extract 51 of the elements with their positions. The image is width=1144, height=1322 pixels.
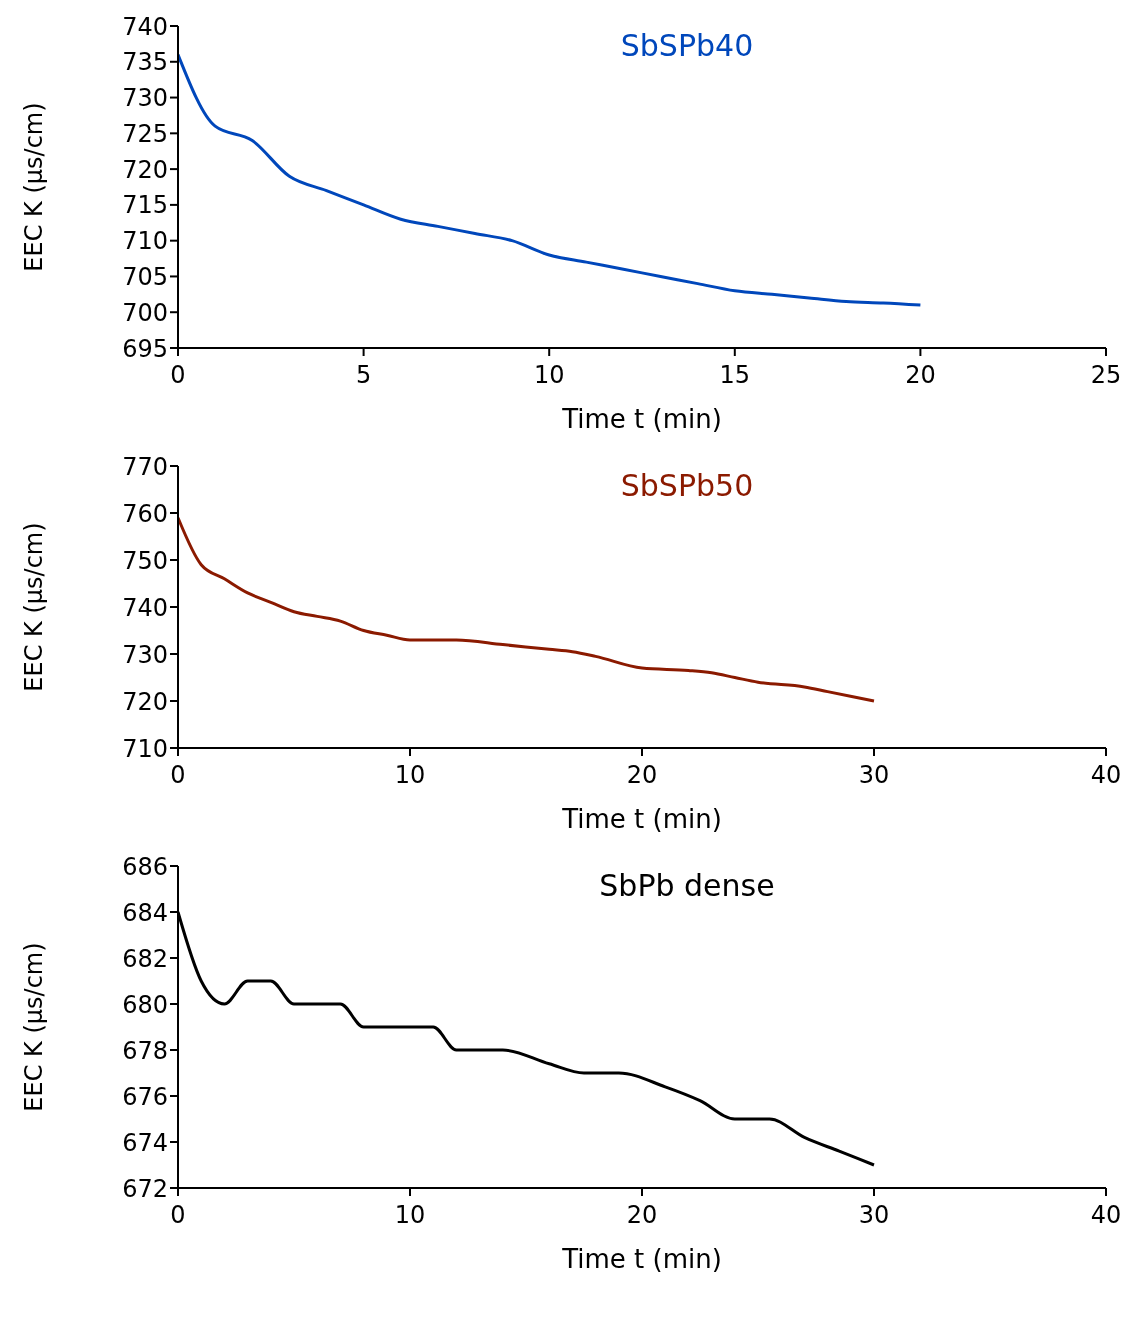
- x-tick-label: 0: [170, 1201, 186, 1230]
- y-tick-label: 735: [122, 48, 168, 77]
- y-tick-label: 695: [122, 334, 168, 363]
- chart-title: SbSPb40: [620, 28, 754, 63]
- x-tick-label: 15: [719, 361, 751, 390]
- y-tick-label: 750: [122, 546, 168, 575]
- y-tick-label: 770: [122, 452, 168, 481]
- x-tick-label: 40: [1090, 761, 1122, 790]
- y-tick-label: 705: [122, 262, 168, 291]
- y-axis-title: EEC K (µs/cm): [19, 522, 48, 692]
- y-tick-label: 710: [122, 734, 168, 763]
- y-tick-label: 684: [122, 898, 168, 927]
- y-tick-label: 715: [122, 191, 168, 220]
- y-tick-label: 730: [122, 84, 168, 113]
- y-tick-label: 680: [122, 990, 168, 1019]
- x-tick-label: 10: [533, 361, 565, 390]
- x-axis-title: Time t (min): [561, 404, 722, 434]
- y-tick-label: 682: [122, 944, 168, 973]
- x-tick-label: 0: [170, 361, 186, 390]
- chart-title: SbPb dense: [599, 868, 775, 903]
- y-tick-label: 740: [122, 12, 168, 41]
- y-tick-label: 725: [122, 119, 168, 148]
- y-tick-label: 700: [122, 298, 168, 327]
- x-tick-label: 5: [355, 361, 372, 390]
- y-tick-label: 710: [122, 227, 168, 256]
- y-tick-label: 730: [122, 640, 168, 669]
- x-tick-label: 25: [1090, 361, 1122, 390]
- x-tick-label: 30: [858, 761, 890, 790]
- x-tick-label: 10: [394, 1201, 426, 1230]
- y-tick-label: 760: [122, 499, 168, 528]
- x-tick-label: 10: [394, 761, 426, 790]
- line-series: [178, 516, 876, 703]
- x-tick-label: 20: [626, 1201, 658, 1230]
- y-tick-label: 674: [122, 1128, 168, 1157]
- y-axis-title: EEC K (µs/cm): [19, 102, 48, 272]
- x-axis-title: Time t (min): [561, 804, 722, 834]
- y-tick-label: 686: [122, 852, 168, 881]
- y-axis-title: EEC K (µs/cm): [19, 942, 48, 1112]
- y-tick-label: 676: [122, 1082, 168, 1111]
- x-tick-label: 40: [1090, 1201, 1122, 1230]
- x-tick-label: 20: [905, 361, 936, 390]
- x-tick-label: 30: [858, 1201, 890, 1230]
- y-tick-label: 740: [122, 593, 168, 622]
- chart-title: SbSPb50: [620, 468, 754, 503]
- y-tick-label: 720: [122, 687, 168, 716]
- y-tick-label: 672: [122, 1174, 168, 1203]
- x-tick-label: 20: [626, 761, 658, 790]
- x-tick-label: 0: [170, 761, 186, 790]
- y-tick-label: 720: [122, 155, 168, 184]
- x-axis-title: Time t (min): [561, 1244, 722, 1274]
- y-tick-label: 678: [122, 1036, 168, 1065]
